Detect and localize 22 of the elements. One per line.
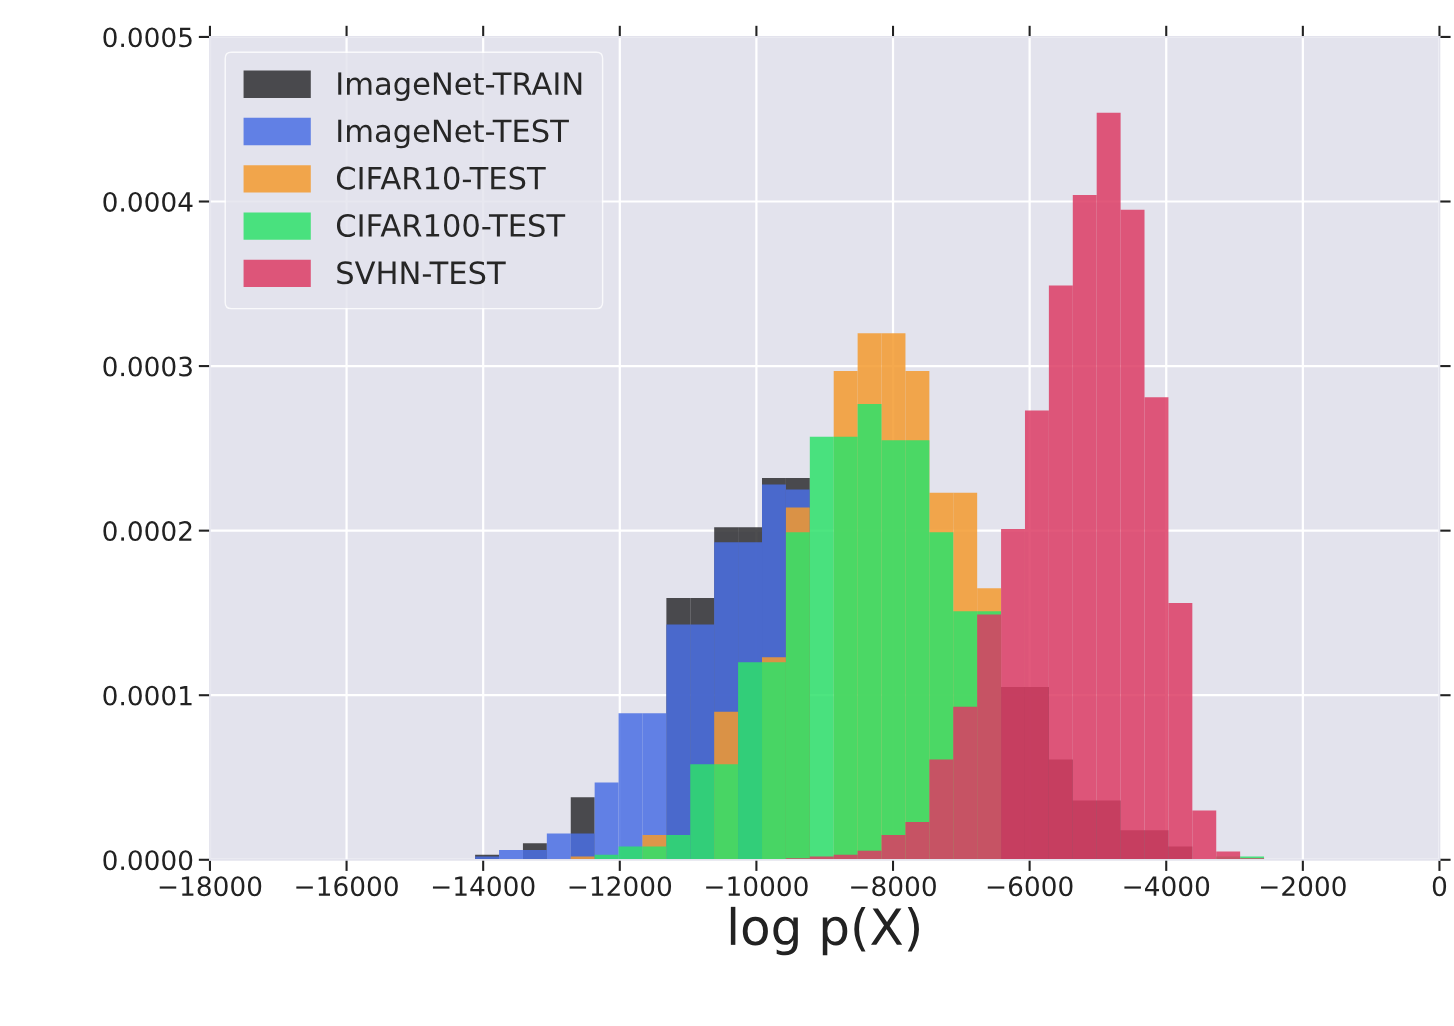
legend-label: ImageNet-TEST [338, 119, 569, 149]
legend-label: CIFAR100-TEST [336, 213, 566, 238]
x-tick-label: −8000 [851, 876, 936, 897]
x-tick-label: −12000 [569, 876, 672, 897]
y-tick-label: 0.0005 [103, 27, 192, 48]
x-tick-label: −14000 [432, 876, 535, 897]
x-tick-label: −6000 [987, 876, 1073, 897]
x-tick-label: −18000 [159, 876, 262, 897]
y-tick-label: 0.0000 [103, 850, 193, 871]
y-tick-label: 0.0001 [103, 685, 192, 706]
y-tick-label: 0.0002 [103, 521, 192, 542]
y-tick-label: 0.0003 [103, 356, 192, 377]
x-tick-label: −2000 [1261, 876, 1346, 897]
legend-label: SVHN-TEST [337, 261, 506, 285]
x-tick-label: 0 [1432, 876, 1447, 897]
legend-label: CIFAR10-TEST [336, 166, 546, 190]
x-tick-label: −16000 [296, 876, 398, 897]
x-tick-label: −4000 [1124, 876, 1210, 897]
legend-label: ImageNet-TRAIN [338, 72, 582, 102]
x-axis-title: log p(X) [730, 906, 919, 956]
x-tick-label: −10000 [706, 876, 808, 897]
y-tick-label: 0.0004 [103, 191, 193, 212]
